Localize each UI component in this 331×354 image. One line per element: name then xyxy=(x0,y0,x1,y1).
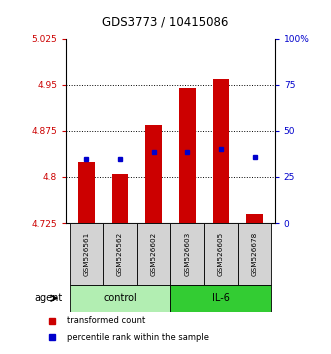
Bar xyxy=(145,125,162,223)
Bar xyxy=(170,285,271,312)
Text: percentile rank within the sample: percentile rank within the sample xyxy=(67,333,209,342)
Bar xyxy=(246,214,263,223)
Bar xyxy=(179,88,196,223)
Bar xyxy=(204,223,238,285)
Text: GSM526603: GSM526603 xyxy=(184,232,190,276)
Text: IL-6: IL-6 xyxy=(212,293,230,303)
Text: transformed count: transformed count xyxy=(67,316,145,325)
Text: GSM526561: GSM526561 xyxy=(83,232,89,276)
Text: agent: agent xyxy=(35,293,63,303)
Bar xyxy=(213,79,229,223)
Bar xyxy=(170,223,204,285)
Bar xyxy=(137,223,170,285)
Text: GSM526562: GSM526562 xyxy=(117,232,123,276)
Bar xyxy=(103,223,137,285)
Bar xyxy=(78,162,95,223)
Text: GSM526602: GSM526602 xyxy=(151,232,157,276)
Bar xyxy=(238,223,271,285)
Text: GSM526678: GSM526678 xyxy=(252,232,258,276)
Bar xyxy=(70,223,103,285)
Text: GDS3773 / 10415086: GDS3773 / 10415086 xyxy=(102,16,229,29)
Bar xyxy=(70,285,170,312)
Bar xyxy=(112,174,128,223)
Text: GSM526605: GSM526605 xyxy=(218,232,224,276)
Text: control: control xyxy=(103,293,137,303)
